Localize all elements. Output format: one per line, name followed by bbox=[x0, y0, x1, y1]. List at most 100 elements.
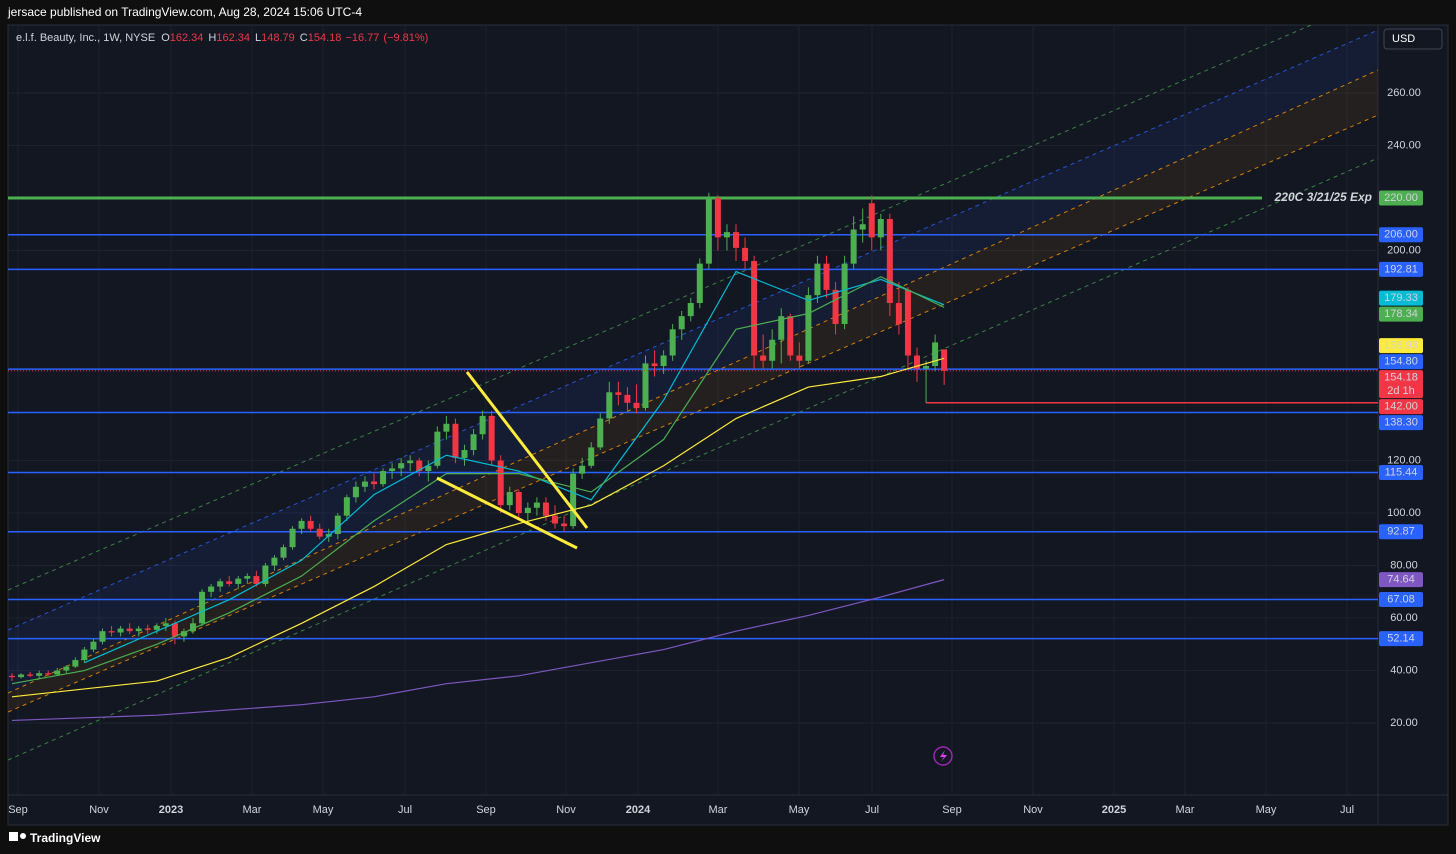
candle-body bbox=[108, 631, 115, 633]
change: −16.77 bbox=[345, 32, 379, 44]
candle-body bbox=[651, 363, 658, 367]
ohlc-value: 154.18 bbox=[308, 32, 342, 44]
candle-body bbox=[380, 471, 387, 485]
candle-body bbox=[914, 355, 920, 369]
candle-body bbox=[99, 631, 106, 642]
price-tag-label: 52.14 bbox=[1387, 633, 1415, 645]
candle-body bbox=[850, 229, 857, 264]
candle-body bbox=[461, 450, 468, 458]
moving-average bbox=[11, 357, 945, 698]
candle-body bbox=[452, 423, 459, 458]
candle-body bbox=[443, 423, 450, 432]
candle-body bbox=[877, 219, 884, 238]
candle-body bbox=[334, 515, 341, 535]
candle-body bbox=[533, 502, 540, 508]
x-tick-label: Mar bbox=[709, 804, 728, 816]
price-tag bbox=[1379, 306, 1423, 322]
candle-body bbox=[506, 492, 513, 506]
candle-body bbox=[235, 578, 242, 584]
price-tag bbox=[1379, 227, 1423, 243]
y-tick-label: 120.00 bbox=[1387, 454, 1421, 466]
candle-body bbox=[886, 219, 893, 304]
price-tag bbox=[1379, 261, 1423, 277]
candle-body bbox=[515, 492, 522, 514]
candle-body bbox=[814, 263, 821, 296]
candle-body bbox=[542, 502, 549, 516]
ohlc-value: 162.34 bbox=[216, 32, 250, 44]
candle-body bbox=[361, 481, 368, 487]
x-tick-label: May bbox=[313, 804, 334, 816]
candle-body bbox=[407, 460, 414, 464]
candle-body bbox=[262, 565, 269, 584]
x-tick-label: May bbox=[789, 804, 810, 816]
price-tag bbox=[1379, 631, 1423, 647]
candle-body bbox=[723, 232, 730, 238]
currency-button[interactable] bbox=[1383, 28, 1443, 50]
candle-body bbox=[524, 507, 531, 514]
x-tick-label: Nov bbox=[556, 804, 576, 816]
ohlc-label: H bbox=[208, 32, 216, 44]
candle-body bbox=[171, 623, 178, 637]
candle-body bbox=[72, 660, 79, 667]
channel-fill-middle bbox=[8, 70, 1378, 712]
candle-body bbox=[144, 628, 151, 630]
candle-body bbox=[579, 465, 586, 474]
logo-mark bbox=[20, 833, 26, 839]
candle-body bbox=[615, 392, 622, 395]
price-tag-label: 67.08 bbox=[1387, 593, 1415, 605]
candle-body bbox=[18, 674, 25, 678]
candle-body bbox=[398, 463, 405, 469]
currency[interactable]: USD bbox=[1392, 33, 1415, 45]
price-tag-label: 192.81 bbox=[1384, 263, 1418, 275]
regression-channel bbox=[8, 25, 1378, 761]
candle-body bbox=[253, 576, 260, 584]
candle-body bbox=[660, 355, 667, 367]
price-tag-label: 154.18 bbox=[1384, 372, 1418, 384]
ohlc-label: O bbox=[161, 32, 170, 44]
candle-body bbox=[244, 576, 251, 579]
price-tag bbox=[1379, 399, 1423, 415]
events-icon[interactable] bbox=[933, 746, 953, 766]
level-annotation: 220C 3/21/25 Exp bbox=[1274, 190, 1372, 204]
candle-body bbox=[162, 623, 169, 626]
candle-body bbox=[669, 329, 676, 356]
candle-body bbox=[606, 392, 613, 419]
moving-average bbox=[11, 579, 945, 722]
x-tick-label: Jul bbox=[398, 804, 412, 816]
candle-body bbox=[54, 670, 61, 675]
y-tick-label: 20.00 bbox=[1390, 717, 1418, 729]
channel-line bbox=[8, 157, 1378, 761]
channel-fill-upper bbox=[8, 30, 1378, 693]
candle-body bbox=[714, 198, 721, 238]
change-pct: (−9.81%) bbox=[383, 32, 428, 44]
price-tag-label: 179.33 bbox=[1384, 292, 1418, 304]
x-tick-label: 2024 bbox=[626, 804, 651, 816]
candle-body bbox=[778, 316, 785, 340]
y-tick-label: 80.00 bbox=[1390, 559, 1418, 571]
candle-body bbox=[316, 528, 323, 537]
candle-body bbox=[126, 628, 133, 632]
y-tick-label: 200.00 bbox=[1387, 244, 1421, 256]
candle-body bbox=[488, 415, 495, 461]
trendline bbox=[436, 476, 578, 550]
wedge-drawing bbox=[436, 371, 589, 550]
price-tag-label: 138.30 bbox=[1384, 417, 1418, 429]
price-tag-label: 74.64 bbox=[1387, 574, 1415, 586]
ohlc-value: 162.34 bbox=[170, 32, 204, 44]
candle-body bbox=[208, 586, 215, 592]
x-tick-label: Jul bbox=[1340, 804, 1354, 816]
candle-body bbox=[895, 303, 902, 325]
price-tag bbox=[1379, 572, 1423, 588]
y-tick-label: 40.00 bbox=[1390, 664, 1418, 676]
price-tag-label: 142.00 bbox=[1384, 401, 1418, 413]
candle-body bbox=[588, 447, 595, 466]
candle-body bbox=[479, 415, 486, 435]
byline: jersace published on TradingView.com, Au… bbox=[7, 5, 362, 19]
x-tick-label: Nov bbox=[89, 804, 109, 816]
candle-body bbox=[298, 520, 305, 529]
candle-body bbox=[343, 497, 350, 516]
candle-body bbox=[226, 581, 233, 584]
moving-average bbox=[11, 276, 945, 685]
candle-body bbox=[425, 465, 432, 472]
candle-body bbox=[624, 394, 631, 403]
